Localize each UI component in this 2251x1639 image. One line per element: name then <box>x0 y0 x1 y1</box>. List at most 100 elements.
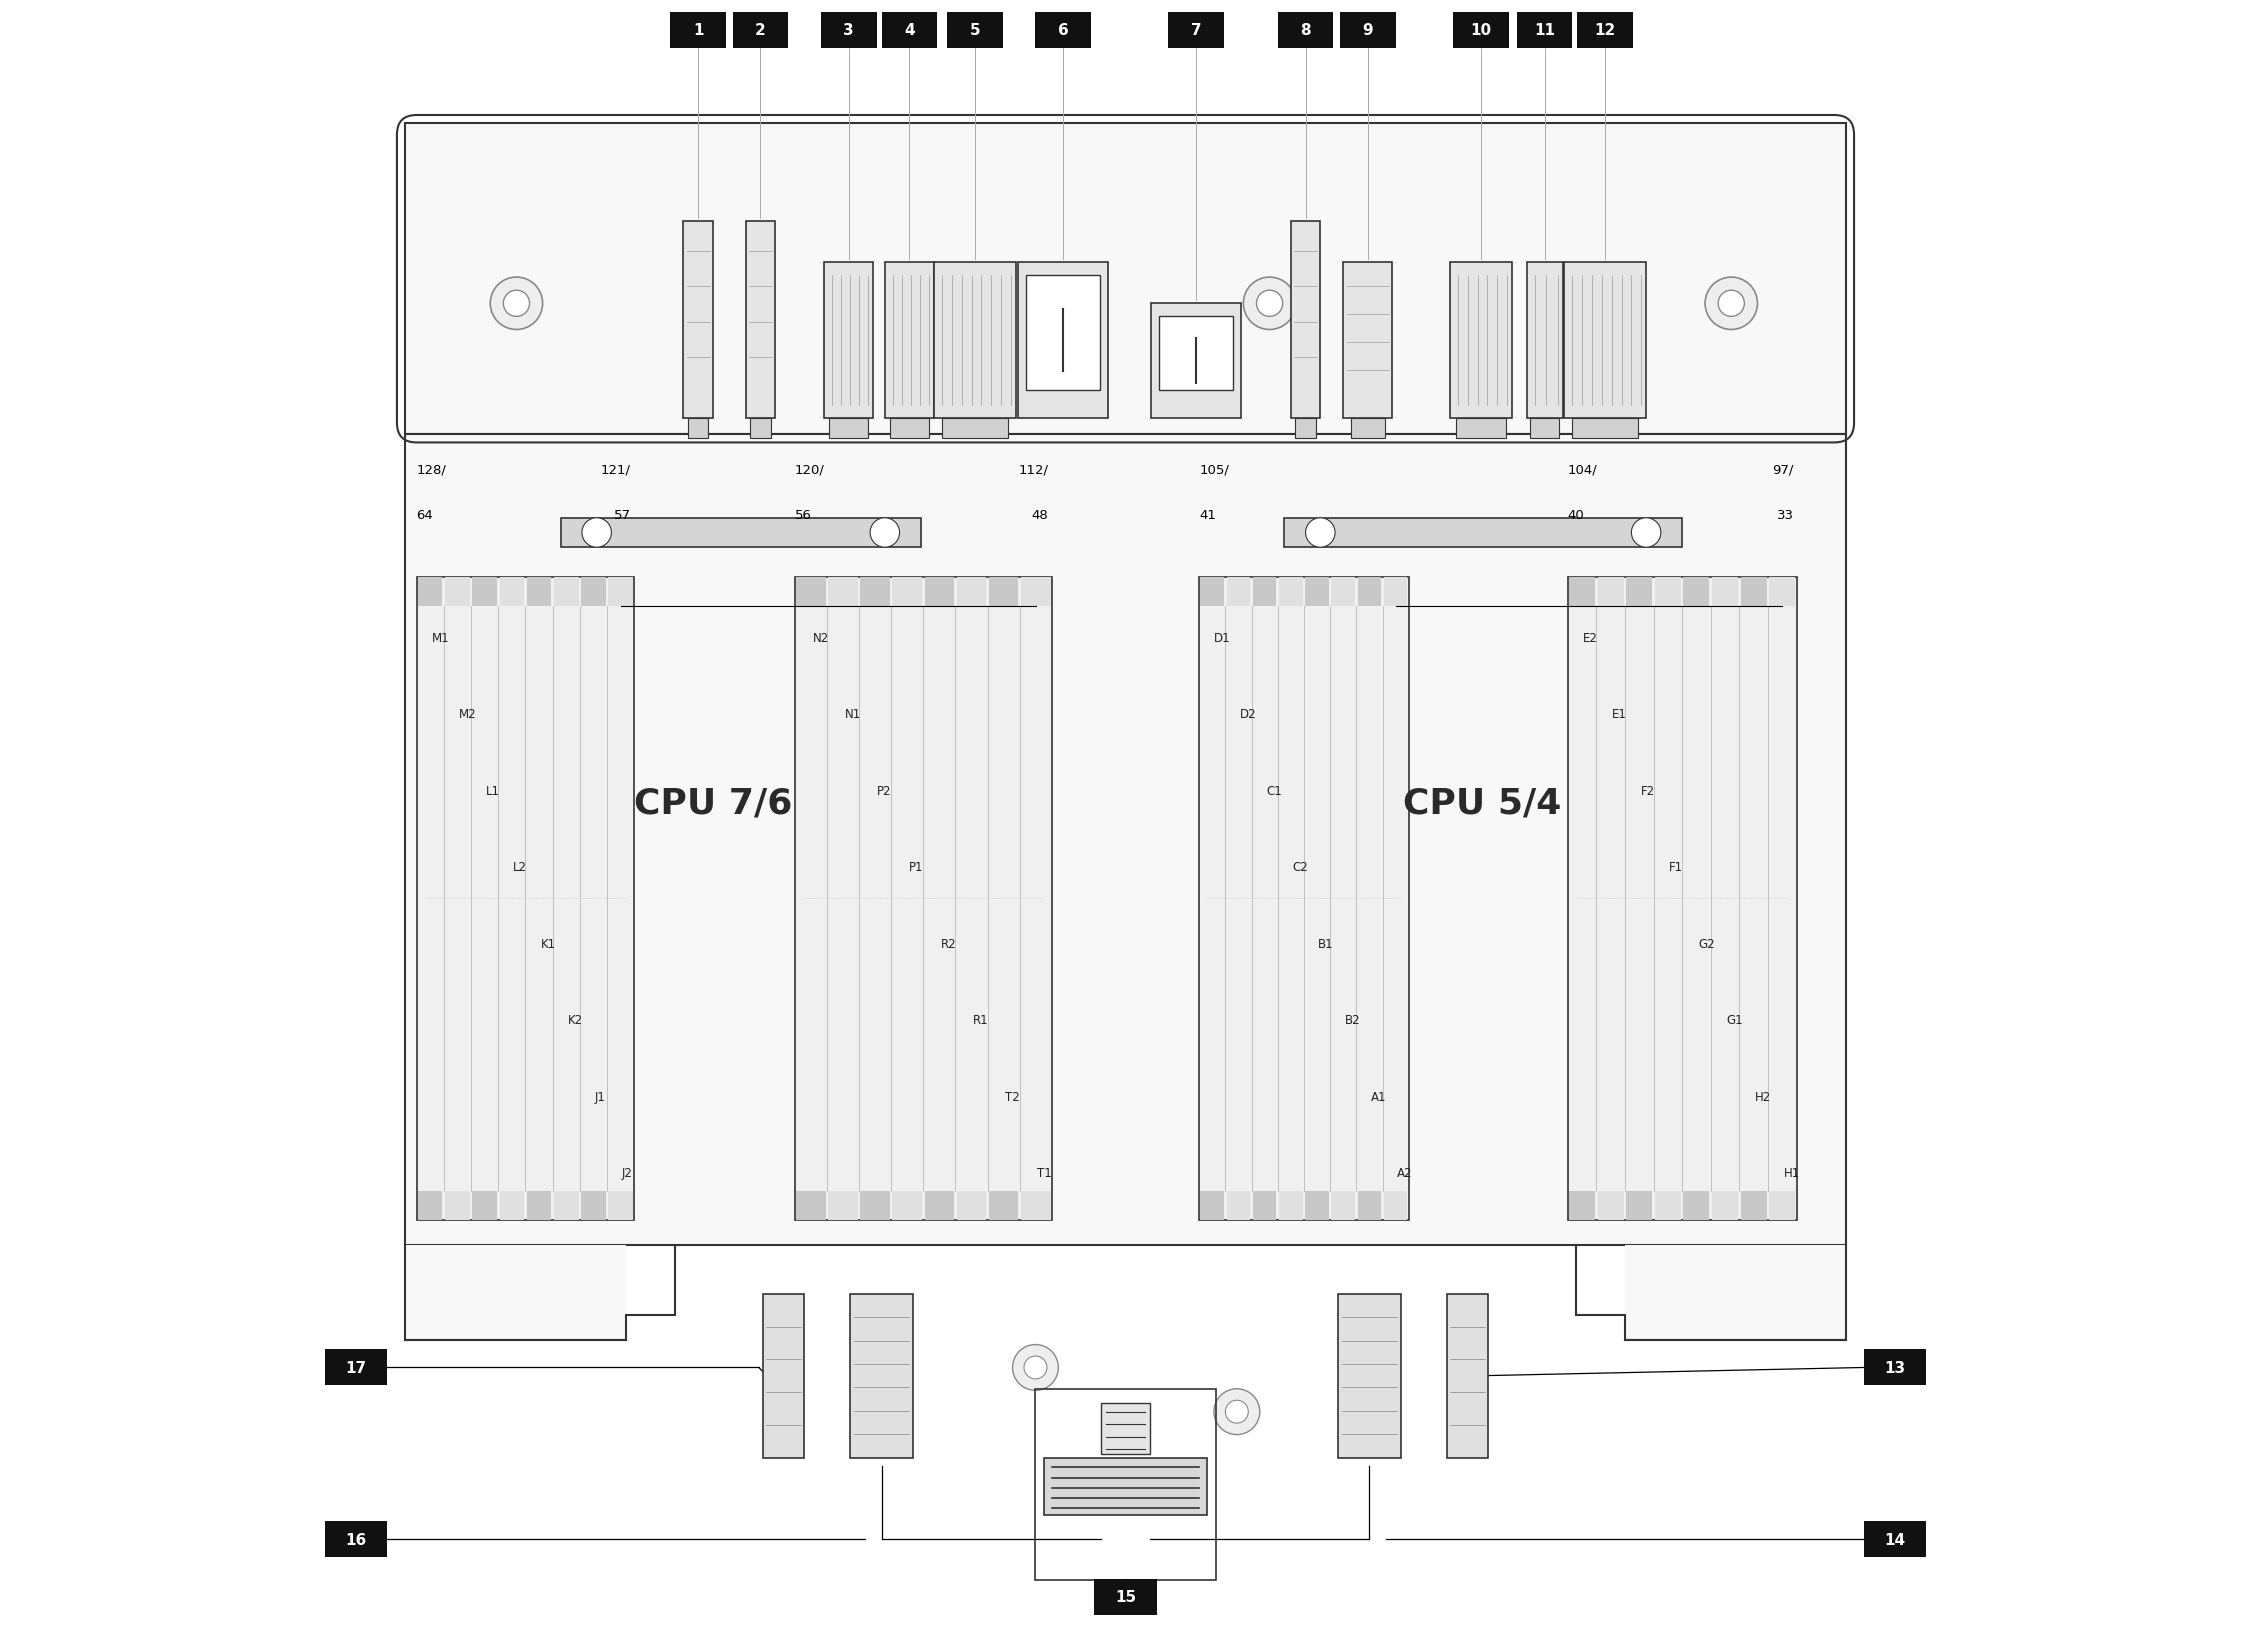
Bar <box>500 1192 524 1221</box>
Bar <box>1035 1388 1216 1580</box>
Bar <box>1200 1192 1225 1221</box>
Circle shape <box>1306 518 1335 547</box>
Bar <box>527 577 551 606</box>
Circle shape <box>1225 1400 1249 1423</box>
Text: D1: D1 <box>1213 631 1231 644</box>
Text: 10: 10 <box>1470 23 1492 38</box>
Bar <box>1517 13 1573 49</box>
Text: G2: G2 <box>1697 938 1715 951</box>
Text: F1: F1 <box>1670 860 1684 874</box>
Circle shape <box>1632 518 1661 547</box>
Bar <box>988 1192 1017 1221</box>
Text: 6: 6 <box>1058 23 1069 38</box>
Bar <box>416 577 635 1221</box>
Bar <box>750 418 770 438</box>
Bar <box>1526 264 1562 418</box>
Text: G1: G1 <box>1727 1013 1742 1026</box>
Text: L1: L1 <box>486 783 500 797</box>
Bar <box>1044 1457 1207 1514</box>
Bar <box>1290 223 1321 418</box>
Bar <box>1227 1192 1249 1221</box>
Text: T2: T2 <box>1006 1090 1020 1103</box>
Bar <box>1285 518 1681 547</box>
Bar <box>1567 577 1796 1221</box>
Text: 56: 56 <box>795 508 813 521</box>
Text: 11: 11 <box>1535 23 1555 38</box>
Bar <box>1456 418 1506 438</box>
Bar <box>1200 577 1409 1221</box>
Bar <box>1254 1192 1276 1221</box>
Text: R2: R2 <box>941 938 957 951</box>
Text: 8: 8 <box>1301 23 1310 38</box>
Bar <box>1740 577 1767 606</box>
Circle shape <box>504 292 529 318</box>
Circle shape <box>491 279 542 331</box>
Bar <box>1159 318 1234 390</box>
Bar <box>1864 1521 1927 1557</box>
Bar <box>824 264 873 418</box>
Text: T1: T1 <box>1038 1167 1051 1180</box>
Circle shape <box>1243 279 1297 331</box>
Bar <box>608 1192 633 1221</box>
Text: H1: H1 <box>1783 1167 1801 1180</box>
Bar <box>822 13 876 49</box>
Bar <box>1569 1192 1596 1221</box>
Bar <box>1625 577 1652 606</box>
Bar <box>1573 418 1639 438</box>
Bar <box>405 434 1846 1246</box>
Text: 120/: 120/ <box>795 462 824 475</box>
Text: J1: J1 <box>594 1090 606 1103</box>
Bar <box>1150 305 1240 418</box>
Circle shape <box>583 518 612 547</box>
Text: CPU 7/6: CPU 7/6 <box>635 787 792 820</box>
Bar <box>405 125 1846 434</box>
Circle shape <box>1013 1344 1058 1390</box>
Text: 40: 40 <box>1567 508 1585 521</box>
Bar <box>934 264 1015 418</box>
Bar <box>745 223 774 418</box>
Text: 15: 15 <box>1114 1590 1137 1605</box>
Bar <box>684 223 714 418</box>
Text: 128/: 128/ <box>416 462 446 475</box>
Bar <box>1357 577 1382 606</box>
Text: 33: 33 <box>1776 508 1794 521</box>
Text: 104/: 104/ <box>1567 462 1598 475</box>
Bar <box>732 13 788 49</box>
Bar <box>608 577 633 606</box>
Text: P2: P2 <box>876 783 891 797</box>
Bar <box>1769 577 1796 606</box>
Bar <box>1035 13 1092 49</box>
Circle shape <box>1718 292 1745 318</box>
Bar <box>957 1192 986 1221</box>
Bar <box>560 518 921 547</box>
Bar <box>1452 13 1508 49</box>
Bar <box>473 577 497 606</box>
Bar <box>860 1192 889 1221</box>
Bar <box>500 577 524 606</box>
Bar <box>925 577 954 606</box>
Bar <box>1339 13 1396 49</box>
Bar <box>581 577 606 606</box>
Bar <box>1017 264 1107 418</box>
Text: 4: 4 <box>905 23 914 38</box>
Text: 5: 5 <box>970 23 979 38</box>
Text: 105/: 105/ <box>1200 462 1229 475</box>
Bar <box>1022 1192 1051 1221</box>
Bar <box>1713 577 1738 606</box>
Bar <box>1357 1192 1382 1221</box>
Bar <box>1740 1192 1767 1221</box>
Bar <box>828 418 869 438</box>
Text: 41: 41 <box>1200 508 1216 521</box>
Bar <box>1625 1246 1846 1339</box>
Text: 9: 9 <box>1362 23 1373 38</box>
Bar <box>1654 1192 1681 1221</box>
Text: L2: L2 <box>513 860 527 874</box>
Bar <box>828 1192 858 1221</box>
Bar <box>1384 577 1407 606</box>
Text: D2: D2 <box>1240 708 1256 721</box>
Bar <box>446 577 470 606</box>
Bar <box>1351 418 1384 438</box>
Circle shape <box>1213 1388 1261 1434</box>
Bar <box>891 577 923 606</box>
Text: B1: B1 <box>1319 938 1335 951</box>
